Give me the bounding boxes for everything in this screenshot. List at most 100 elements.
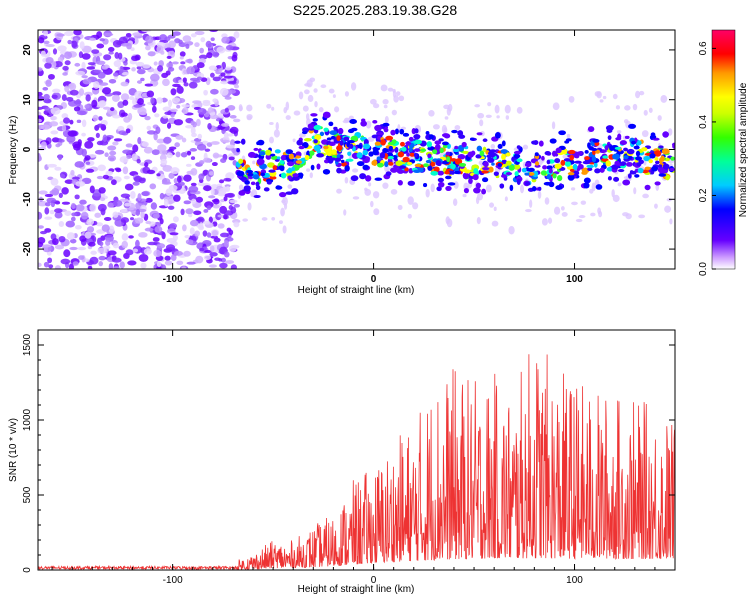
heatmap-cell xyxy=(102,174,110,180)
heatmap-cell xyxy=(655,160,660,165)
heatmap-cell xyxy=(137,137,142,145)
heatmap-cell xyxy=(423,163,429,168)
heatmap-cell xyxy=(200,77,208,82)
heatmap-cell xyxy=(635,156,643,161)
heatmap-cell xyxy=(398,95,405,102)
heatmap-cell xyxy=(158,34,168,42)
heatmap-cell xyxy=(524,172,530,176)
heatmap-cell xyxy=(112,211,119,218)
heatmap-cell xyxy=(494,104,500,114)
heatmap-cell xyxy=(298,145,305,150)
heatmap-cell xyxy=(38,262,42,268)
heatmap-cell xyxy=(182,224,187,232)
heatmap-cell xyxy=(89,185,95,194)
heatmap-cell xyxy=(52,238,59,246)
heatmap-cell xyxy=(368,182,372,187)
heatmap-cell xyxy=(126,154,132,159)
heatmap-cell xyxy=(594,91,601,97)
heatmap-cell xyxy=(84,155,91,161)
heatmap-cell xyxy=(392,154,398,160)
heatmap-cell xyxy=(580,200,587,205)
heatmap-cell xyxy=(189,219,199,227)
heatmap-cell xyxy=(504,104,511,114)
heatmap-cell xyxy=(145,45,151,51)
heatmap-cell xyxy=(120,93,130,101)
heatmap-cell xyxy=(423,183,428,188)
heatmap-cell xyxy=(141,141,149,147)
heatmap-cell xyxy=(548,181,555,188)
heatmap-cell xyxy=(516,145,521,149)
heatmap-cell xyxy=(336,188,342,194)
heatmap-cell xyxy=(144,115,151,121)
heatmap-cell xyxy=(407,213,412,219)
heatmap-cell xyxy=(438,138,444,142)
heatmap-cell xyxy=(392,88,396,93)
heatmap-cell xyxy=(67,130,78,137)
heatmap-cell xyxy=(125,249,134,256)
heatmap-cell xyxy=(553,206,561,215)
heatmap-cell xyxy=(43,30,48,37)
heatmap-cell xyxy=(183,174,192,182)
heatmap-cell xyxy=(187,58,193,64)
heatmap-cell xyxy=(54,244,64,250)
heatmap-cell xyxy=(432,124,440,130)
heatmap-cell xyxy=(232,118,241,123)
heatmap-cell xyxy=(98,82,109,86)
heatmap-cell xyxy=(513,164,521,170)
heatmap-cell xyxy=(607,135,612,141)
heatmap-cell xyxy=(314,134,322,141)
heatmap-cell xyxy=(482,146,487,153)
heatmap-cell xyxy=(224,96,232,100)
heatmap-cell xyxy=(227,80,237,85)
heatmap-cell xyxy=(648,107,653,113)
heatmap-cell xyxy=(402,132,410,137)
heatmap-cell xyxy=(560,159,566,166)
heatmap-cell xyxy=(548,168,553,174)
heatmap-cell xyxy=(534,152,539,157)
heatmap-cell xyxy=(660,94,668,103)
heatmap-xtick-label: 100 xyxy=(566,274,583,285)
heatmap-cell xyxy=(204,201,214,209)
heatmap-cell xyxy=(520,184,525,194)
heatmap-cell xyxy=(112,91,122,96)
heatmap-cell xyxy=(119,261,125,269)
heatmap-cell xyxy=(658,164,663,168)
heatmap-cell xyxy=(334,157,342,162)
heatmap-ylabel: Frequency (Hz) xyxy=(8,116,19,185)
heatmap-cell xyxy=(43,98,52,104)
heatmap-cell xyxy=(55,143,61,148)
colorbar-tick-label: 0.2 xyxy=(698,188,709,202)
heatmap-cell xyxy=(66,232,75,240)
heatmap-cell xyxy=(112,39,123,48)
heatmap-cell xyxy=(614,146,622,150)
heatmap-cell xyxy=(288,153,294,160)
heatmap-cell xyxy=(108,46,115,52)
heatmap-cell xyxy=(68,263,74,269)
heatmap-cell xyxy=(372,191,380,199)
heatmap-cell xyxy=(58,192,63,198)
heatmap-cell xyxy=(479,119,484,127)
heatmap-cell xyxy=(660,155,665,162)
heatmap-cell xyxy=(136,66,142,70)
heatmap-cell xyxy=(56,33,65,37)
heatmap-cell xyxy=(528,172,535,176)
heatmap-cell xyxy=(329,130,338,136)
heatmap-cell xyxy=(190,126,196,135)
heatmap-cell xyxy=(77,255,85,260)
heatmap-cell xyxy=(430,183,435,193)
heatmap-cell xyxy=(623,155,629,160)
heatmap-cell xyxy=(395,91,401,96)
heatmap-cell xyxy=(58,235,66,243)
heatmap-cell xyxy=(131,67,136,72)
heatmap-cell xyxy=(310,113,318,117)
heatmap-cell xyxy=(619,140,628,146)
heatmap-cell xyxy=(96,43,105,49)
heatmap-cell xyxy=(183,250,191,257)
heatmap-cell xyxy=(339,140,344,146)
heatmap-cell xyxy=(111,94,120,102)
heatmap-cell xyxy=(219,262,228,269)
heatmap-cell xyxy=(316,163,321,170)
heatmap-cell xyxy=(226,227,232,232)
heatmap-cell xyxy=(564,161,571,167)
heatmap-cell xyxy=(203,89,208,96)
